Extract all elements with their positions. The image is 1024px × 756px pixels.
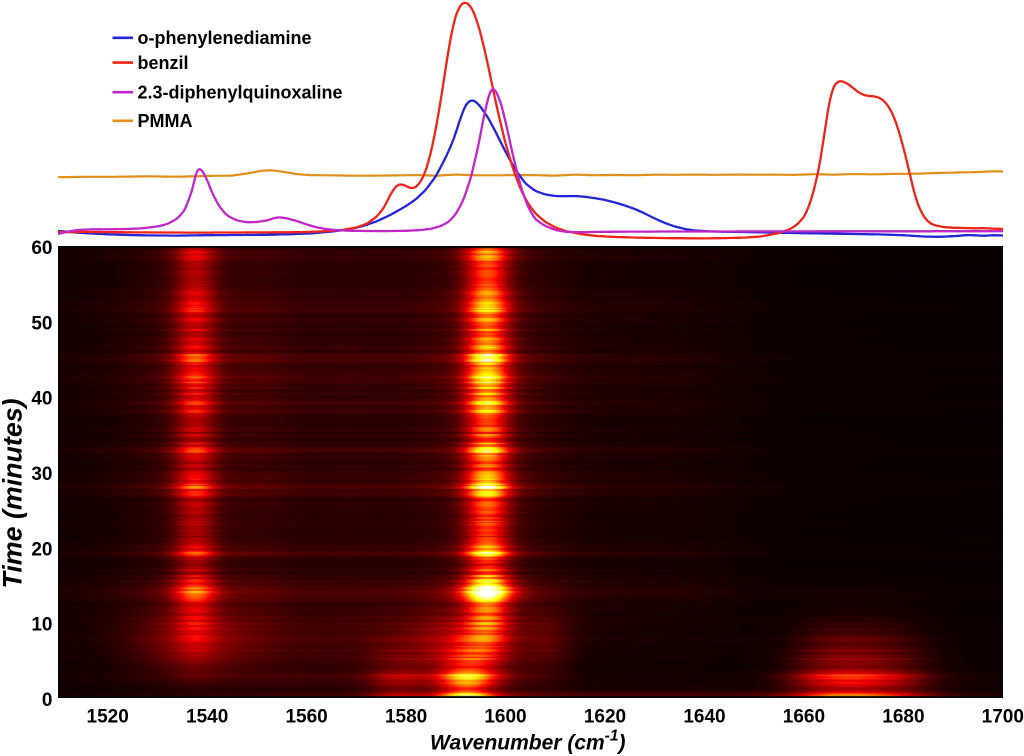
- svg-text:Wavenumber (cm-1): Wavenumber (cm-1): [430, 728, 625, 755]
- svg-text:1700: 1700: [982, 707, 1024, 728]
- svg-text:1560: 1560: [285, 707, 327, 728]
- svg-text:PMMA: PMMA: [138, 111, 193, 131]
- svg-text:60: 60: [31, 238, 52, 259]
- svg-text:2.3-diphenylquinoxaline: 2.3-diphenylquinoxaline: [138, 83, 343, 103]
- svg-text:1660: 1660: [783, 707, 825, 728]
- svg-text:40: 40: [31, 389, 52, 410]
- svg-text:1540: 1540: [186, 707, 228, 728]
- svg-text:0: 0: [42, 690, 53, 711]
- svg-text:1600: 1600: [484, 707, 526, 728]
- svg-text:o-phenylenediamine: o-phenylenediamine: [138, 28, 312, 48]
- svg-text:10: 10: [31, 615, 52, 636]
- svg-text:20: 20: [31, 539, 52, 560]
- svg-text:1680: 1680: [882, 707, 924, 728]
- svg-text:30: 30: [31, 464, 52, 485]
- svg-text:50: 50: [31, 313, 52, 334]
- svg-text:Time (minutes): Time (minutes): [0, 398, 28, 588]
- svg-text:1580: 1580: [385, 707, 427, 728]
- svg-text:benzil: benzil: [138, 53, 189, 73]
- svg-text:1620: 1620: [584, 707, 626, 728]
- svg-text:1640: 1640: [683, 707, 725, 728]
- svg-text:1520: 1520: [87, 707, 129, 728]
